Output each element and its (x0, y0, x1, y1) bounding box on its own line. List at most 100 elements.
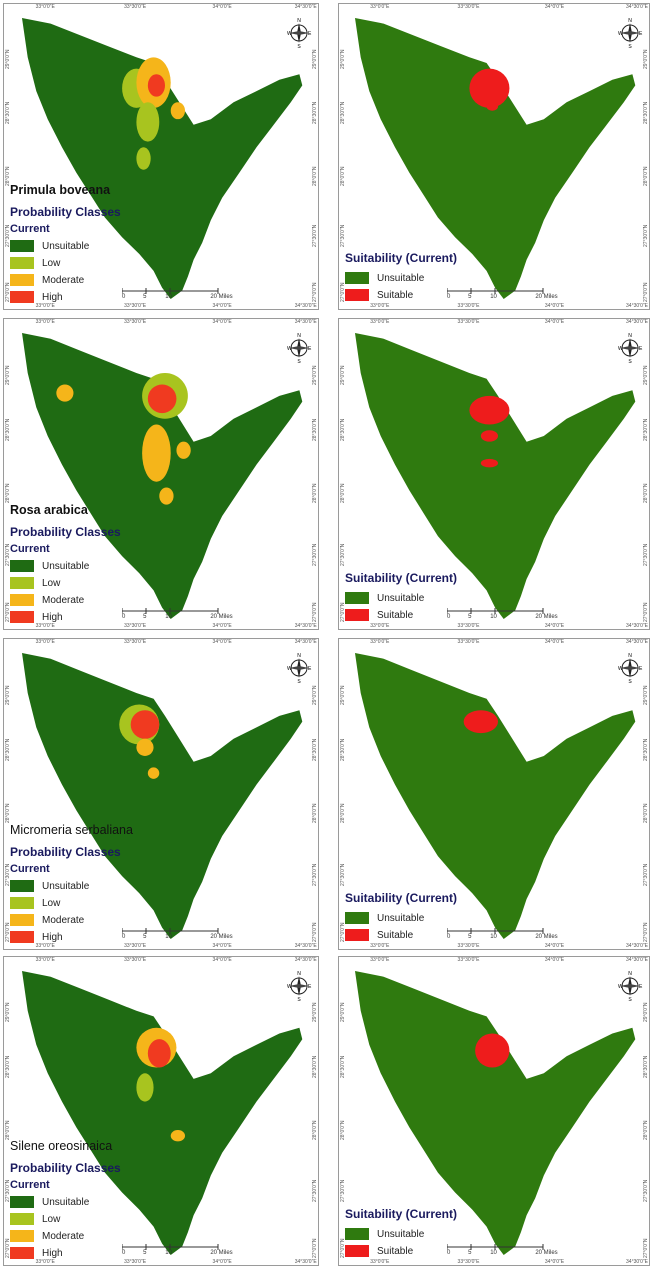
longitude-tick-bottom: 34°0'0"E (212, 1259, 232, 1265)
scale-tick-label: 0 (447, 934, 451, 940)
suitability-map-panel: 33°0'0"E 33°0'0"E 33°30'0"E 33°30'0"E 34°0'0… (338, 638, 650, 950)
suitability-legend-title: Suitability (Current) (345, 891, 458, 905)
scale-tick-label: 20 Miles (535, 934, 558, 940)
longitude-tick-bottom: 34°30'0"E (294, 943, 317, 949)
svg-text:S: S (297, 997, 301, 1001)
longitude-tick-bottom: 34°30'0"E (294, 303, 317, 309)
latitude-tick-right: 28°0'0"N (643, 803, 649, 824)
suitability-map (355, 18, 636, 299)
latitude-tick-left: 29°0'0"N (5, 365, 11, 385)
scale-tick-label: 10 (165, 1250, 172, 1256)
longitude-tick-top: 34°30'0"E (294, 319, 317, 325)
latitude-tick-right: 27°30'0"N (312, 1179, 318, 1203)
scale-tick-label: 5 (143, 614, 147, 620)
legend-label: Unsuitable (42, 880, 90, 892)
scale-bar: 0 5 10 20 Miles (447, 1243, 567, 1259)
svg-text:E: E (639, 666, 643, 672)
longitude-tick-top: 33°0'0"E (35, 639, 55, 645)
scale-tick-label: 20 Miles (210, 1250, 233, 1256)
longitude-tick-bottom: 33°30'0"E (124, 623, 147, 629)
latitude-tick-right: 27°0'0"N (643, 282, 649, 303)
scale-tick-label: 20 Miles (535, 294, 558, 300)
scale-bar: 0 5 10 20 Miles (447, 927, 567, 943)
scale-tick-label: 10 (165, 614, 172, 620)
longitude-tick-bottom: 34°0'0"E (212, 943, 232, 949)
scale-tick-label: 5 (468, 294, 472, 300)
longitude-tick-bottom: 33°0'0"E (35, 943, 55, 949)
longitude-tick-top: 33°0'0"E (370, 639, 390, 645)
longitude-tick-top: 33°30'0"E (457, 4, 480, 10)
legend-label: Moderate (42, 274, 85, 286)
legend-title: Probability Classes (10, 525, 121, 539)
legend-swatch (10, 594, 34, 606)
latitude-tick-right: 27°0'0"N (643, 602, 649, 622)
latitude-tick-left: 29°0'0"N (340, 49, 346, 69)
longitude-tick-top: 33°0'0"E (370, 957, 390, 963)
latitude-tick-right: 28°0'0"N (643, 1120, 649, 1141)
legend-title: Probability Classes (10, 1161, 121, 1175)
svg-text:N: N (297, 333, 301, 339)
latitude-tick-right: 27°0'0"N (312, 922, 318, 942)
latitude-tick-left: 28°30'0"N (340, 101, 346, 125)
probability-map (22, 333, 303, 619)
probability-map-panel: 33°0'0"E 33°0'0"E 33°30'0"E 33°30'0"E 34°0'0… (3, 3, 319, 310)
latitude-tick-left: 28°30'0"N (5, 418, 11, 441)
latitude-tick-left: 29°0'0"N (340, 1002, 346, 1023)
legend-item-low: Low (10, 896, 60, 910)
latitude-tick-left: 27°30'0"N (340, 863, 346, 886)
legend-swatch (10, 880, 34, 892)
suitability-legend-item-suitable: Suitable (345, 928, 413, 942)
region-outline (22, 653, 303, 939)
latitude-tick-right: 29°0'0"N (312, 685, 318, 705)
svg-text:S: S (297, 359, 301, 363)
legend-label: Unsuitable (377, 912, 425, 924)
longitude-tick-top: 34°0'0"E (212, 639, 232, 645)
legend-item-moderate: Moderate (10, 593, 84, 607)
latitude-tick-left: 28°0'0"N (340, 803, 346, 824)
longitude-tick-top: 34°0'0"E (544, 319, 565, 325)
latitude-tick-right: 28°30'0"N (643, 418, 649, 441)
svg-text:N: N (297, 18, 301, 24)
svg-text:E: E (308, 31, 312, 37)
longitude-tick-bottom: 34°0'0"E (544, 303, 565, 309)
legend-item-unsuitable: Unsuitable (10, 879, 89, 893)
longitude-tick-top: 34°30'0"E (626, 957, 648, 963)
longitude-tick-top: 34°30'0"E (294, 4, 317, 10)
suitability-map-panel: 33°0'0"E 33°0'0"E 33°30'0"E 33°30'0"E 34°0'0… (338, 956, 650, 1266)
svg-text:N: N (628, 653, 632, 659)
scale-bar: 0 5 10 20 Miles (447, 287, 567, 303)
latitude-tick-right: 28°0'0"N (312, 803, 318, 824)
longitude-tick-top: 33°0'0"E (35, 319, 55, 325)
latitude-tick-right: 27°30'0"N (312, 863, 318, 886)
legend-swatch (10, 1196, 34, 1208)
legend-swatch (345, 592, 369, 604)
legend-title: Probability Classes (10, 205, 121, 219)
suitability-legend-title: Suitability (Current) (345, 1207, 458, 1221)
scale-tick-label: 20 Miles (210, 614, 233, 620)
region-outline (355, 18, 636, 299)
legend-item-low: Low (10, 1212, 60, 1226)
svg-text:W: W (618, 31, 623, 37)
latitude-tick-right: 27°30'0"N (312, 543, 318, 566)
longitude-tick-bottom: 34°30'0"E (626, 1259, 648, 1265)
legend-label: Unsuitable (377, 592, 425, 604)
longitude-tick-top: 34°30'0"E (294, 639, 317, 645)
latitude-tick-right: 28°30'0"N (643, 738, 649, 761)
scale-bar: 0 5 10 20 Miles (122, 607, 242, 623)
scale-tick-label: 0 (447, 1250, 451, 1256)
latitude-tick-right: 28°0'0"N (312, 1120, 318, 1141)
patch-moderate (159, 487, 174, 505)
scale-bar: 0 5 10 20 Miles (122, 927, 242, 943)
legend-label: Unsuitable (42, 240, 90, 252)
legend-label: Unsuitable (42, 1196, 90, 1208)
longitude-tick-bottom: 34°0'0"E (212, 303, 232, 309)
legend-item-high: High (10, 930, 63, 944)
latitude-tick-right: 28°30'0"N (312, 738, 318, 761)
legend-swatch (10, 560, 34, 572)
svg-text:W: W (287, 984, 292, 990)
svg-text:N: N (297, 971, 301, 977)
longitude-tick-top: 33°0'0"E (370, 319, 390, 325)
scale-bar: 0 5 10 20 Miles (447, 607, 567, 623)
latitude-tick-right: 28°30'0"N (643, 101, 649, 125)
svg-text:N: N (628, 333, 632, 339)
